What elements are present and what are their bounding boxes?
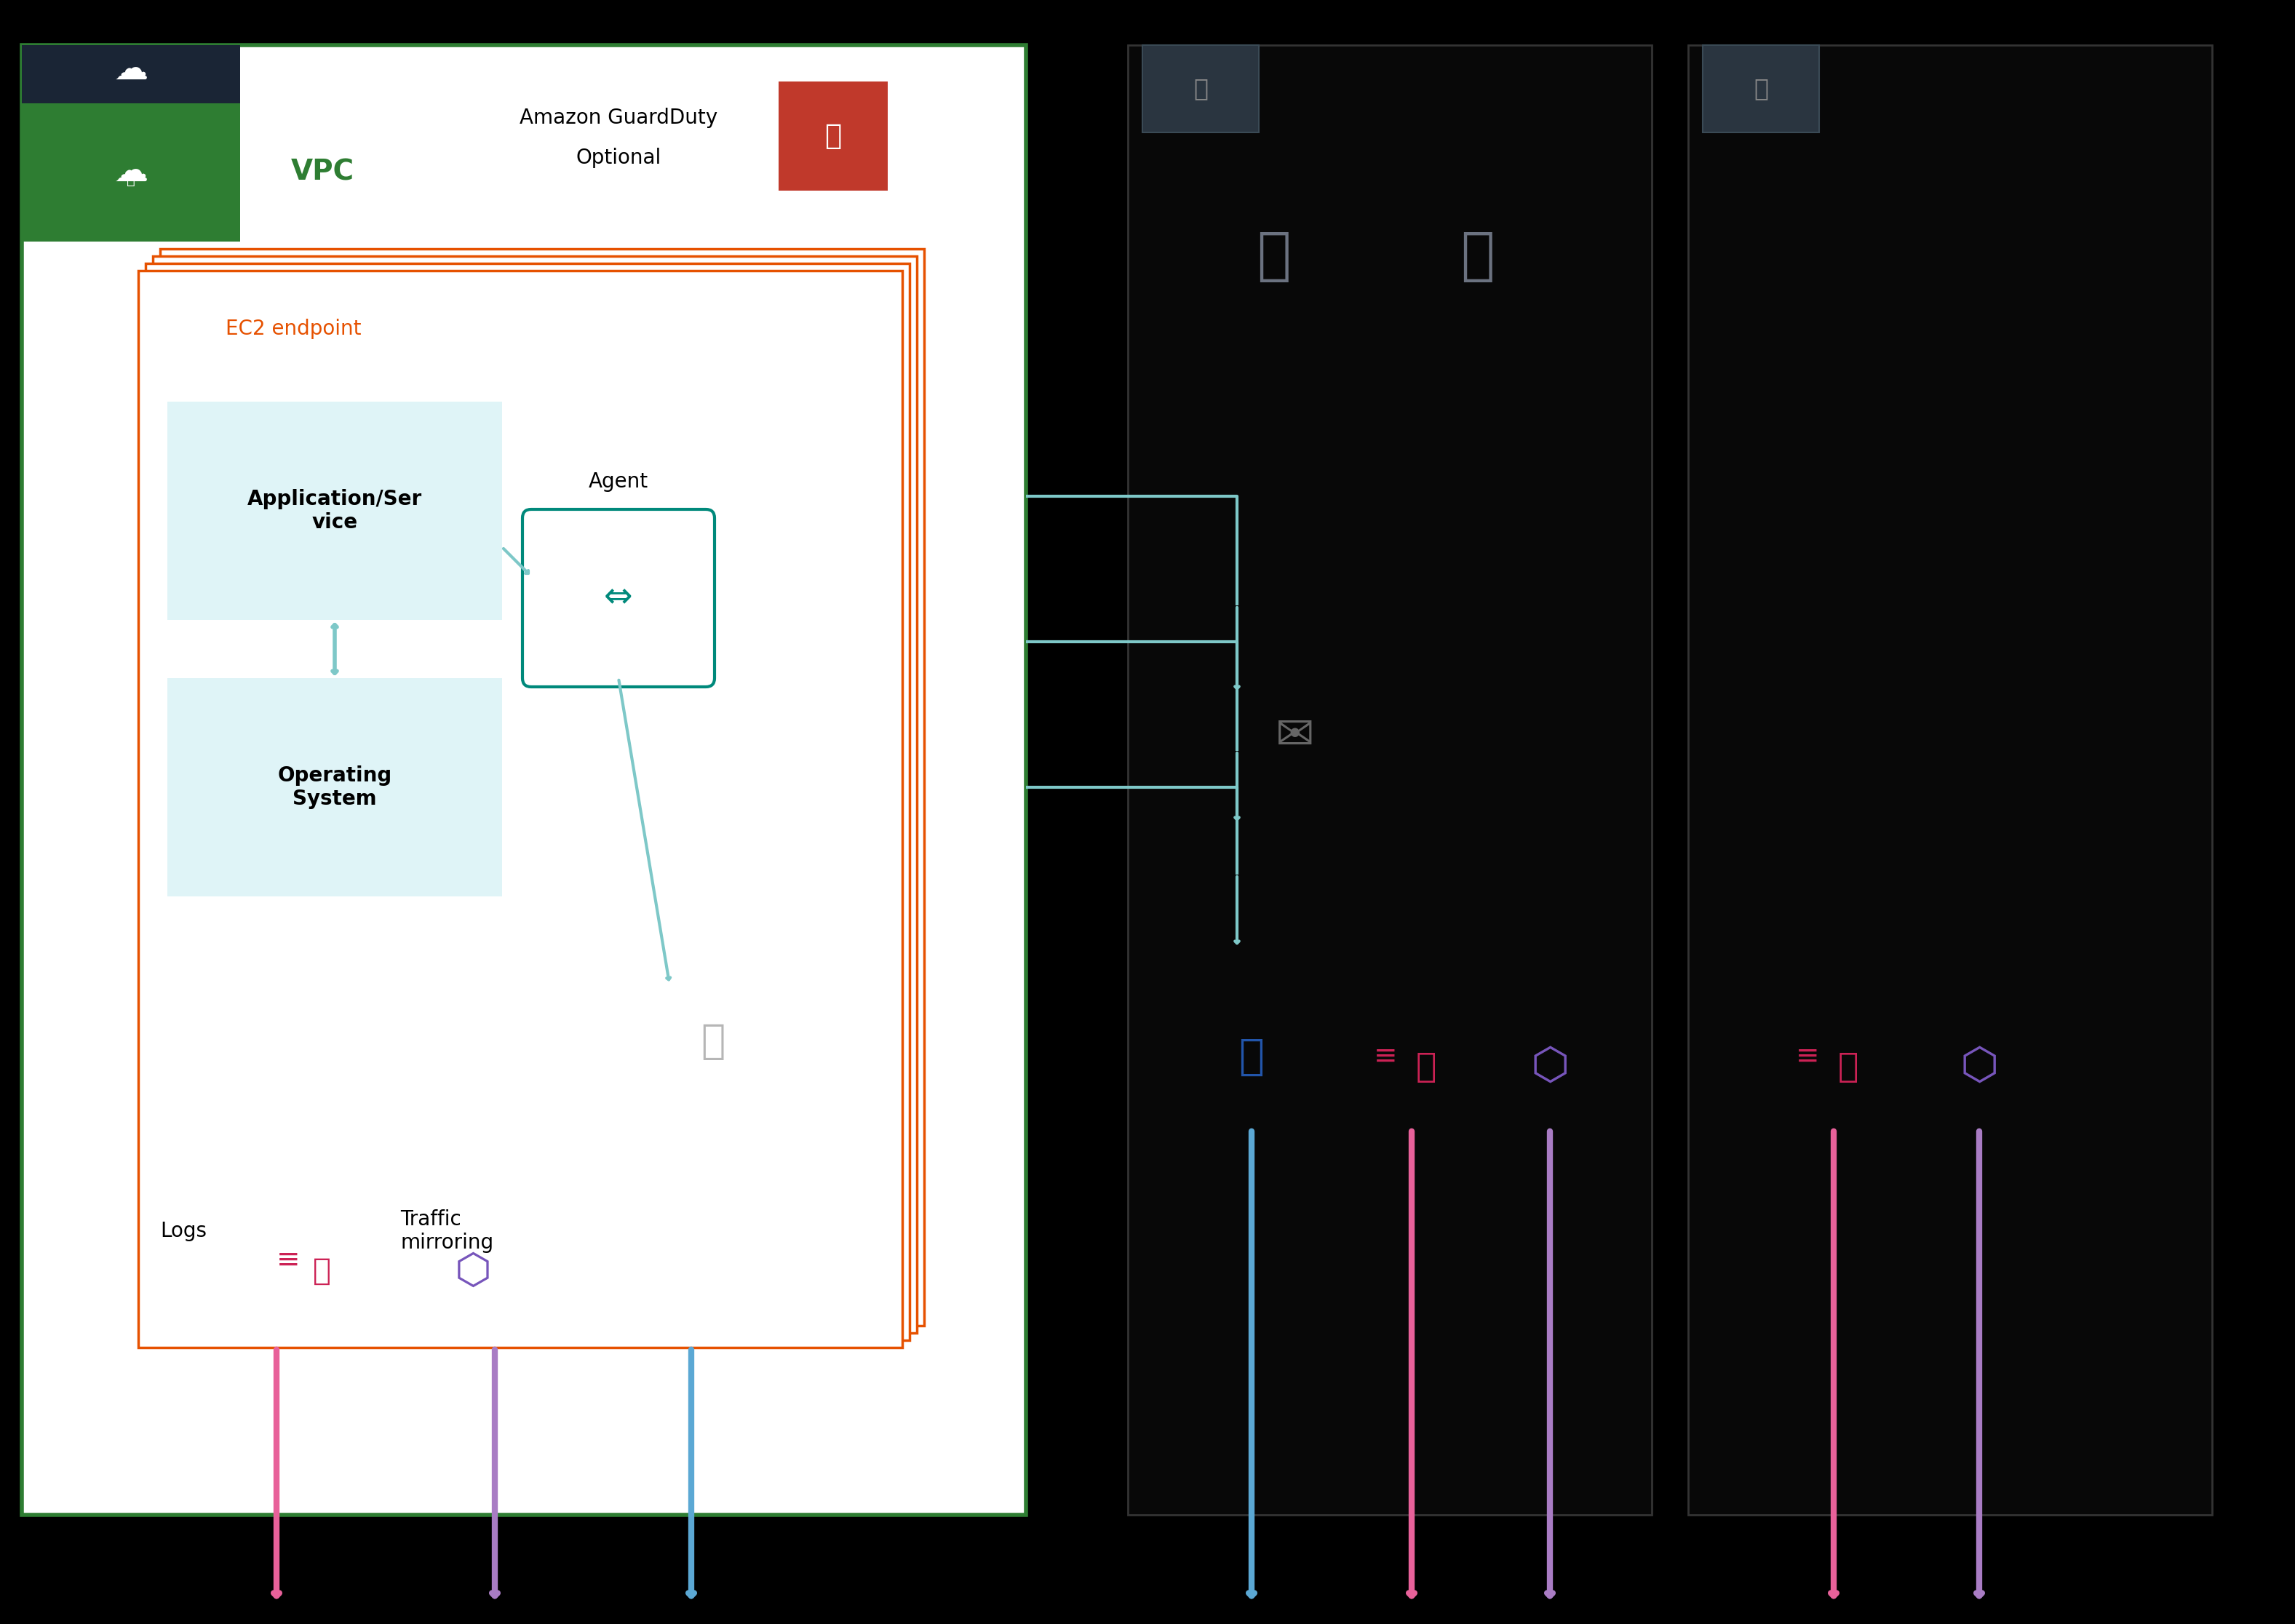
FancyBboxPatch shape xyxy=(1143,45,1260,133)
FancyBboxPatch shape xyxy=(1127,45,1652,1515)
Text: 👥: 👥 xyxy=(1255,229,1290,284)
Text: 🔍: 🔍 xyxy=(700,1021,725,1062)
FancyBboxPatch shape xyxy=(138,271,902,1348)
Text: ✉: ✉ xyxy=(1276,715,1315,758)
Text: 🔍: 🔍 xyxy=(1416,1051,1437,1083)
Text: 👥: 👥 xyxy=(1460,229,1494,284)
Text: Operating
System: Operating System xyxy=(278,765,392,809)
FancyBboxPatch shape xyxy=(1703,45,1820,133)
FancyBboxPatch shape xyxy=(154,257,916,1333)
Text: 🔍: 🔍 xyxy=(1239,1036,1265,1077)
Text: 🏢: 🏢 xyxy=(1753,76,1767,101)
Text: ≡: ≡ xyxy=(1372,1043,1398,1070)
Text: Amazon GuardDuty: Amazon GuardDuty xyxy=(519,107,718,128)
FancyBboxPatch shape xyxy=(23,45,1026,1515)
Text: ⬡: ⬡ xyxy=(1531,1046,1570,1088)
FancyBboxPatch shape xyxy=(168,401,503,620)
Text: Optional: Optional xyxy=(576,148,661,167)
Text: 🔍: 🔍 xyxy=(312,1255,330,1286)
Text: 🔒: 🔒 xyxy=(126,172,135,187)
Text: Traffic
mirroring: Traffic mirroring xyxy=(399,1210,493,1254)
Text: ☁: ☁ xyxy=(115,156,149,188)
Text: ⬡: ⬡ xyxy=(454,1250,491,1291)
Text: 🛡: 🛡 xyxy=(824,122,842,149)
Text: Application/Ser
vice: Application/Ser vice xyxy=(248,489,422,533)
Text: ≡: ≡ xyxy=(1795,1043,1820,1070)
FancyBboxPatch shape xyxy=(778,81,888,190)
Text: ☁: ☁ xyxy=(115,54,149,88)
Text: EC2 endpoint: EC2 endpoint xyxy=(225,318,360,339)
FancyBboxPatch shape xyxy=(168,679,503,896)
FancyBboxPatch shape xyxy=(523,510,714,687)
FancyBboxPatch shape xyxy=(1689,45,2212,1515)
Text: 🔍: 🔍 xyxy=(1838,1051,1859,1083)
Text: Logs: Logs xyxy=(161,1221,207,1241)
Text: Agent: Agent xyxy=(588,471,649,492)
Text: 🏢: 🏢 xyxy=(1193,76,1207,101)
FancyBboxPatch shape xyxy=(23,45,241,104)
Text: ⇔: ⇔ xyxy=(604,581,633,614)
FancyBboxPatch shape xyxy=(23,104,241,242)
FancyBboxPatch shape xyxy=(161,248,925,1325)
Text: ≡: ≡ xyxy=(275,1246,301,1273)
Text: VPC: VPC xyxy=(291,159,353,187)
FancyBboxPatch shape xyxy=(145,263,909,1340)
Text: ⬡: ⬡ xyxy=(1960,1046,1999,1088)
